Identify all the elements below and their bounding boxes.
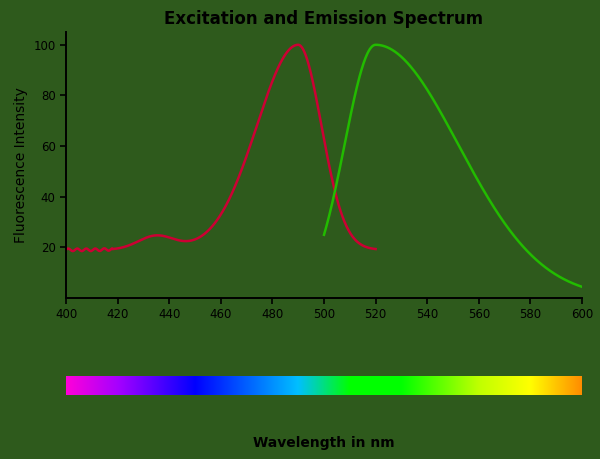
Text: Wavelength in nm: Wavelength in nm [253, 436, 395, 450]
Y-axis label: Fluorescence Intensity: Fluorescence Intensity [14, 87, 28, 243]
Title: Excitation and Emission Spectrum: Excitation and Emission Spectrum [164, 10, 484, 28]
